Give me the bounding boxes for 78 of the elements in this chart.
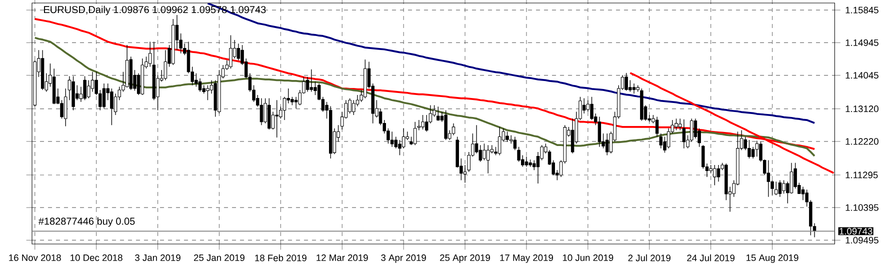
x-tick-label: 10 Jun 2019: [562, 254, 614, 261]
x-tick-label: 3 Jan 2019: [135, 254, 180, 261]
candlestick: [413, 122, 417, 146]
candlestick: [436, 106, 440, 122]
candlestick: [755, 140, 759, 157]
candlestick: [444, 110, 448, 140]
candlestick: [229, 34, 232, 69]
candlestick: [790, 162, 794, 194]
candlestick: [294, 96, 298, 109]
candlestick: [655, 116, 659, 138]
y-tick-label: 1.14045: [846, 72, 878, 79]
x-tick-label: 12 Mar 2019: [316, 254, 368, 261]
x-tick-label: 2 Jul 2019: [628, 254, 670, 262]
candlestick: [402, 128, 406, 149]
candlestick: [314, 81, 317, 96]
candlestick: [716, 164, 720, 182]
candlestick: [260, 98, 264, 126]
candlestick: [498, 126, 502, 156]
x-tick-label: 17 May 2019: [500, 254, 553, 263]
candlestick: [713, 164, 716, 186]
x-tick-label: 25 Apr 2019: [440, 254, 490, 263]
candlestick: [452, 122, 456, 136]
candlestick: [694, 118, 698, 139]
candlestick: [590, 96, 594, 120]
y-tick-label: 1.09495: [846, 236, 878, 244]
candlestick: [390, 131, 394, 148]
candlestick: [682, 118, 686, 149]
y-tick-label: 1.13120: [846, 106, 878, 112]
candlestick: [751, 146, 755, 159]
candlestick: [628, 80, 632, 92]
x-tick-label: 16 Nov 2018: [9, 254, 61, 261]
candlestick: [164, 50, 168, 81]
candlestick: [774, 181, 778, 196]
candlestick: [570, 118, 574, 154]
x-tick-label: 18 Feb 2019: [255, 254, 306, 262]
candlestick: [532, 160, 536, 170]
candlestick: [666, 128, 670, 149]
y-tick-label: 1.14945: [846, 39, 878, 46]
candlestick: [236, 43, 240, 61]
candlestick: [513, 136, 517, 150]
x-tick-label: 24 Jul 2019: [687, 254, 734, 262]
candlestick: [306, 76, 310, 92]
candlestick: [268, 98, 271, 130]
x-tick-label: 3 Apr 2019: [381, 254, 426, 263]
x-tick-label: 25 Jan 2019: [194, 254, 244, 261]
candlestick: [114, 93, 118, 116]
candlestick: [310, 68, 314, 92]
candlestick: [110, 88, 114, 126]
candlestick: [778, 180, 782, 198]
candlestick: [624, 72, 628, 92]
candlestick: [766, 160, 770, 198]
y-tick-label: 1.10395: [846, 204, 878, 211]
candlestick: [659, 133, 663, 149]
candlestick: [83, 76, 86, 100]
ref-line-label: 1.09743: [840, 228, 872, 235]
candlestick: [782, 180, 786, 194]
candlestick: [674, 118, 678, 131]
y-tick-label: 1.12220: [846, 138, 878, 145]
candlestick: [506, 131, 509, 142]
candlestick: [421, 114, 424, 130]
x-tick-label: 15 Aug 2019: [746, 254, 798, 263]
candlestick: [606, 133, 609, 156]
candlestick: [748, 140, 751, 159]
candlestick: [482, 143, 486, 161]
candlestick: [517, 146, 520, 162]
candlestick: [632, 83, 636, 94]
annotation: #182877446 buy 0.05: [38, 217, 135, 227]
y-tick-label: 1.11295: [846, 172, 878, 178]
y-tick-label: 1.15845: [846, 6, 878, 14]
candlestick: [198, 78, 202, 92]
candlestick: [102, 83, 106, 109]
candlestick: [598, 116, 602, 148]
candlestick: [801, 186, 805, 200]
candlestick: [486, 144, 490, 174]
candlestick: [282, 96, 286, 120]
candlestick: [524, 156, 528, 168]
candlestick: [275, 100, 278, 138]
x-tick-label: 10 Dec 2018: [70, 254, 122, 261]
